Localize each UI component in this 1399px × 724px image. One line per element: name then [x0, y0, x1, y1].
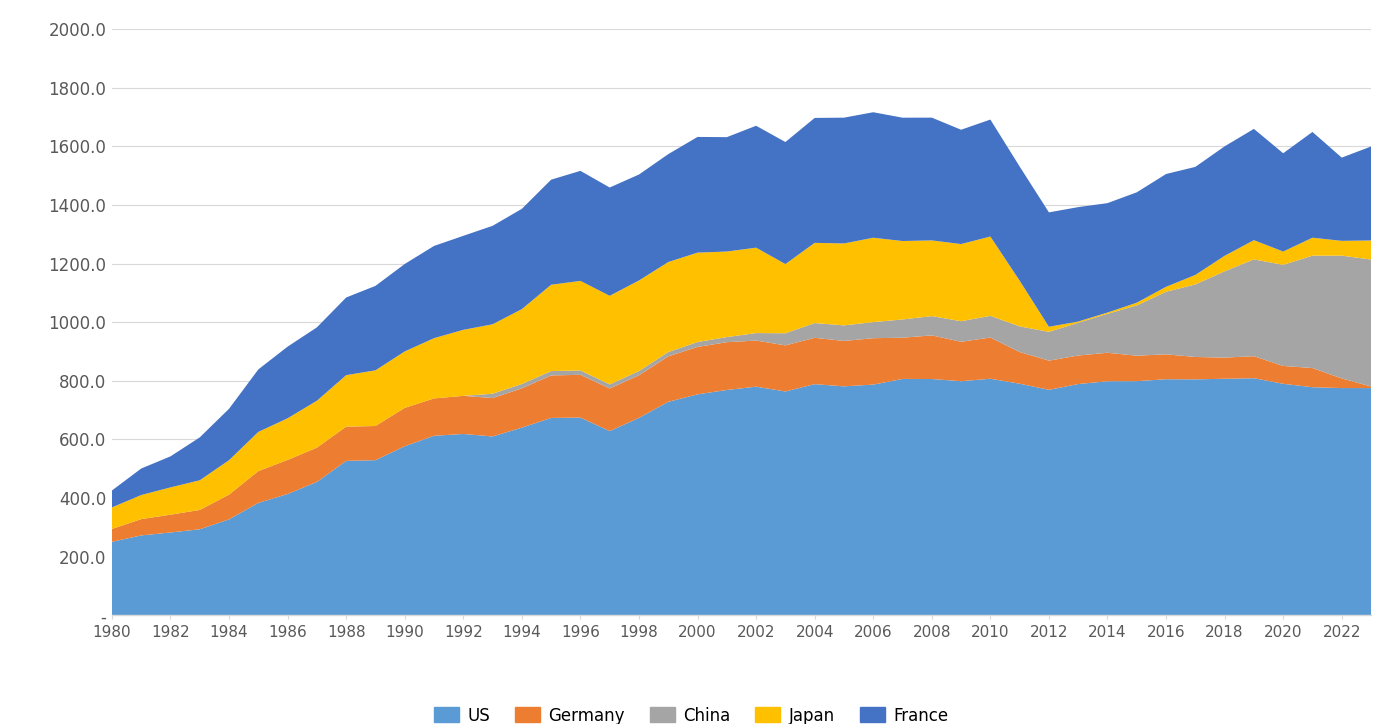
- Legend: US, Germany, China, Japan, France: US, Germany, China, Japan, France: [427, 700, 956, 724]
